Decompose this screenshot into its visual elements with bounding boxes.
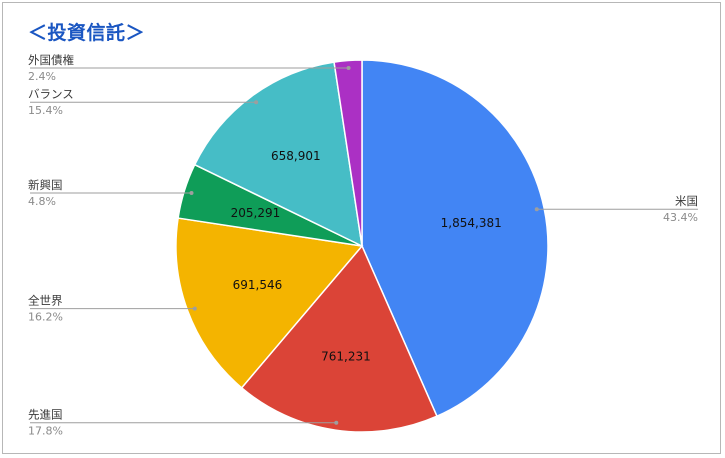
slice-3-wedge	[175, 217, 364, 389]
slice-1-wedge	[361, 59, 549, 418]
slice-2-name-label: 先進国	[28, 408, 63, 422]
slice-5-leader-dot	[254, 100, 259, 105]
slice-4-percent-label: 4.8%	[28, 195, 56, 208]
slice-3-leader-dot	[192, 306, 197, 311]
chart-title: ＜投資信託＞	[28, 22, 146, 44]
pie-slices	[175, 59, 549, 433]
slice-6-name-label: 外国債権	[28, 53, 74, 67]
slice-6-wedge	[333, 59, 363, 247]
slice-3-name-label: 全世界	[28, 294, 63, 308]
slice-5-percent-label: 15.4%	[28, 104, 63, 117]
slice-4-name-label: 新興国	[28, 178, 63, 192]
slice-6-leader-dot	[346, 65, 351, 70]
pie-leader-labels: 米国 43.4% 先進国 17.8% 全世界 16.2% 新興国 4.8% バランス 15.4% 外…	[28, 53, 698, 438]
pie-value-labels: 1,854,381 761,231 691,546 205,291 658,901	[231, 149, 502, 363]
slice-5-value-label: 658,901	[271, 149, 321, 163]
slice-3-percent-label: 16.2%	[28, 311, 63, 324]
slice-2-percent-label: 17.8%	[28, 425, 63, 438]
slice-5-wedge	[193, 61, 363, 248]
slice-1-name-label: 米国	[675, 194, 698, 208]
slice-2-value-label: 761,231	[321, 349, 371, 363]
slice-4-leader-dot	[189, 190, 194, 195]
slice-1-value-label: 1,854,381	[441, 216, 502, 230]
slice-2-leader-dot	[334, 420, 339, 425]
slice-6-percent-label: 2.4%	[28, 70, 56, 83]
slice-3-value-label: 691,546	[233, 278, 283, 292]
slice-1-percent-label: 43.4%	[663, 211, 698, 224]
slice-4-value-label: 205,291	[231, 206, 281, 220]
slice-5-name-label: バランス	[28, 87, 74, 101]
slice-1-leader-dot	[534, 207, 539, 212]
slice-2-wedge	[240, 244, 438, 433]
